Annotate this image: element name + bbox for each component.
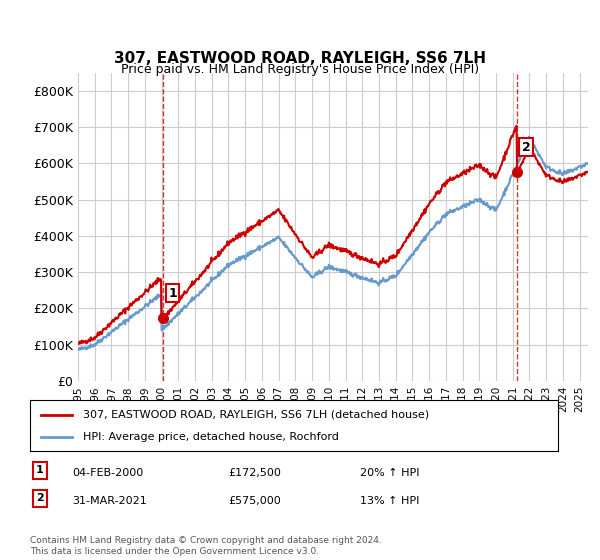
Text: 20% ↑ HPI: 20% ↑ HPI [360, 468, 419, 478]
Text: HPI: Average price, detached house, Rochford: HPI: Average price, detached house, Roch… [83, 432, 338, 442]
Text: Contains HM Land Registry data © Crown copyright and database right 2024.
This d: Contains HM Land Registry data © Crown c… [30, 536, 382, 556]
Text: 13% ↑ HPI: 13% ↑ HPI [360, 496, 419, 506]
Text: Price paid vs. HM Land Registry's House Price Index (HPI): Price paid vs. HM Land Registry's House … [121, 63, 479, 77]
Text: 307, EASTWOOD ROAD, RAYLEIGH, SS6 7LH (detached house): 307, EASTWOOD ROAD, RAYLEIGH, SS6 7LH (d… [83, 409, 429, 419]
Text: 1: 1 [36, 465, 44, 475]
Text: £172,500: £172,500 [228, 468, 281, 478]
Text: 1: 1 [168, 287, 177, 300]
Text: 307, EASTWOOD ROAD, RAYLEIGH, SS6 7LH: 307, EASTWOOD ROAD, RAYLEIGH, SS6 7LH [114, 52, 486, 66]
Text: 04-FEB-2000: 04-FEB-2000 [72, 468, 143, 478]
Text: 2: 2 [522, 141, 531, 153]
Text: 2: 2 [36, 493, 44, 503]
Text: 31-MAR-2021: 31-MAR-2021 [72, 496, 147, 506]
Text: £575,000: £575,000 [228, 496, 281, 506]
